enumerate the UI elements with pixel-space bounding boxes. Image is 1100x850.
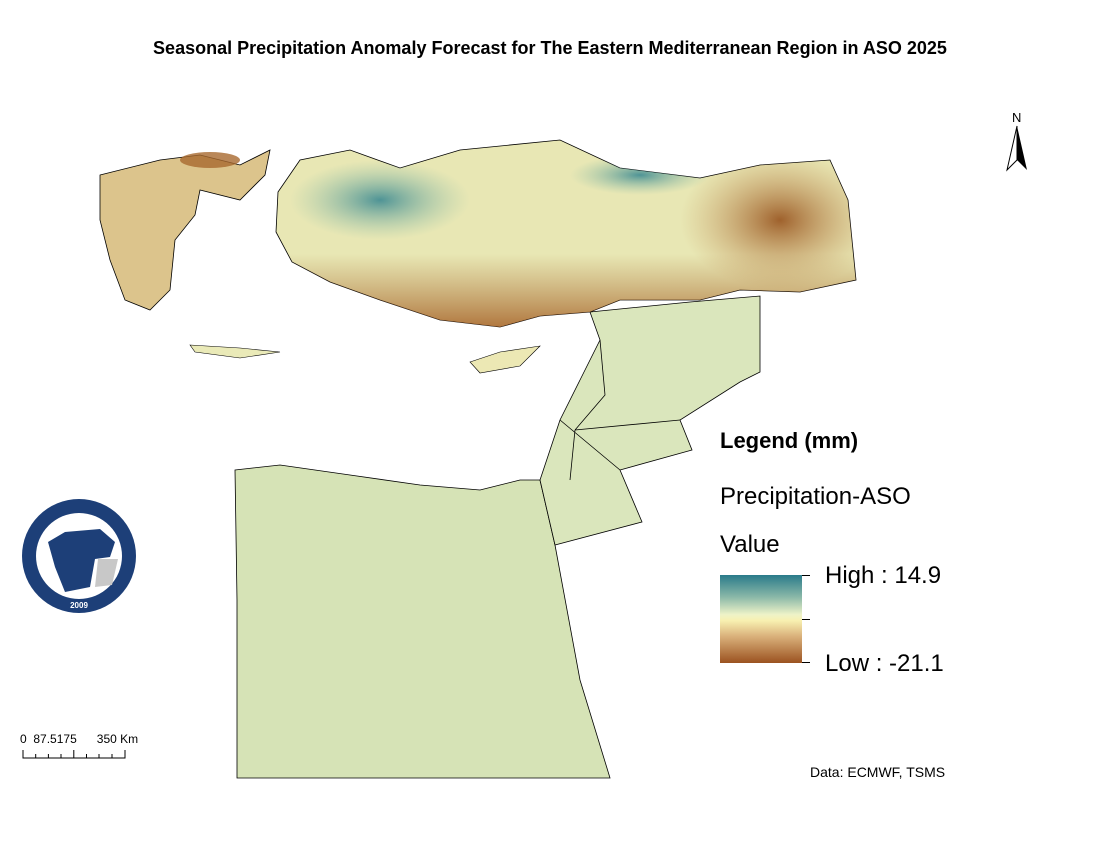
region-turkey <box>275 139 857 328</box>
scale-label-unit: Km <box>120 732 139 746</box>
map-title: Seasonal Precipitation Anomaly Forecast … <box>153 38 947 58</box>
legend-low-label: Low : -21.1 <box>825 650 944 677</box>
region-levant-syria-iraq <box>539 295 761 546</box>
legend-layer-name: Precipitation-ASO <box>720 483 911 510</box>
legend-title: Legend (mm) <box>720 428 859 453</box>
legend-tick-low <box>802 662 810 663</box>
scale-bar <box>22 750 126 759</box>
north-arrow-icon <box>1006 125 1027 172</box>
north-label: N <box>1012 110 1022 125</box>
region-cyprus <box>469 345 541 374</box>
scale-label-0: 0 <box>20 732 27 746</box>
emcc-logo: 2009 <box>22 499 136 613</box>
legend-field-name: Value <box>720 531 780 558</box>
scale-bar-labels: 0 87.5175 350 Km <box>20 732 138 746</box>
data-credit: Data: ECMWF, TSMS <box>810 764 946 780</box>
legend-high-label: High : 14.9 <box>825 562 942 589</box>
legend-tick-mid <box>802 619 810 620</box>
scale-label-1: 87.5175 <box>33 732 77 746</box>
svg-text:2009: 2009 <box>70 601 88 610</box>
legend-color-ramp <box>720 575 802 663</box>
legend-tick-high <box>802 575 810 576</box>
scale-label-2: 350 <box>96 732 117 746</box>
region-greece <box>99 149 281 359</box>
